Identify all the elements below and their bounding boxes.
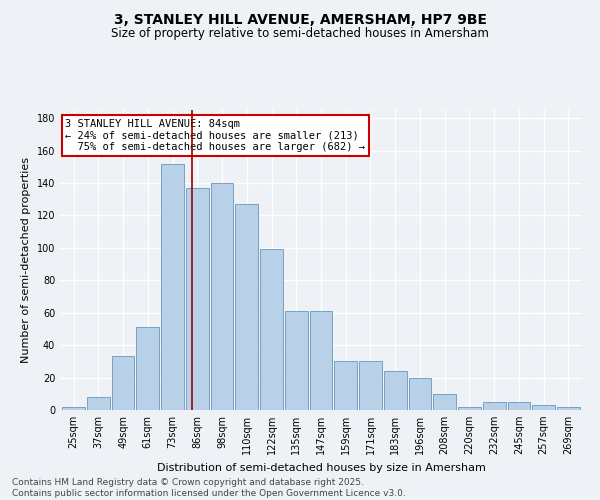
Text: 3, STANLEY HILL AVENUE, AMERSHAM, HP7 9BE: 3, STANLEY HILL AVENUE, AMERSHAM, HP7 9B… xyxy=(113,12,487,26)
Text: Contains HM Land Registry data © Crown copyright and database right 2025.
Contai: Contains HM Land Registry data © Crown c… xyxy=(12,478,406,498)
Bar xyxy=(161,164,184,410)
Bar xyxy=(285,311,308,410)
Bar xyxy=(260,250,283,410)
Bar xyxy=(409,378,431,410)
Bar xyxy=(508,402,530,410)
Bar xyxy=(186,188,209,410)
Text: 3 STANLEY HILL AVENUE: 84sqm
← 24% of semi-detached houses are smaller (213)
  7: 3 STANLEY HILL AVENUE: 84sqm ← 24% of se… xyxy=(65,119,365,152)
Bar xyxy=(359,362,382,410)
Text: Size of property relative to semi-detached houses in Amersham: Size of property relative to semi-detach… xyxy=(111,28,489,40)
Y-axis label: Number of semi-detached properties: Number of semi-detached properties xyxy=(21,157,31,363)
Bar xyxy=(532,405,555,410)
Bar xyxy=(557,407,580,410)
Bar xyxy=(136,328,159,410)
Bar xyxy=(62,407,85,410)
Bar xyxy=(211,183,233,410)
Bar xyxy=(334,362,357,410)
X-axis label: Distribution of semi-detached houses by size in Amersham: Distribution of semi-detached houses by … xyxy=(157,462,485,472)
Bar xyxy=(458,407,481,410)
Bar xyxy=(310,311,332,410)
Bar xyxy=(433,394,456,410)
Bar xyxy=(384,371,407,410)
Bar xyxy=(235,204,258,410)
Bar xyxy=(112,356,134,410)
Bar xyxy=(87,397,110,410)
Bar xyxy=(483,402,506,410)
